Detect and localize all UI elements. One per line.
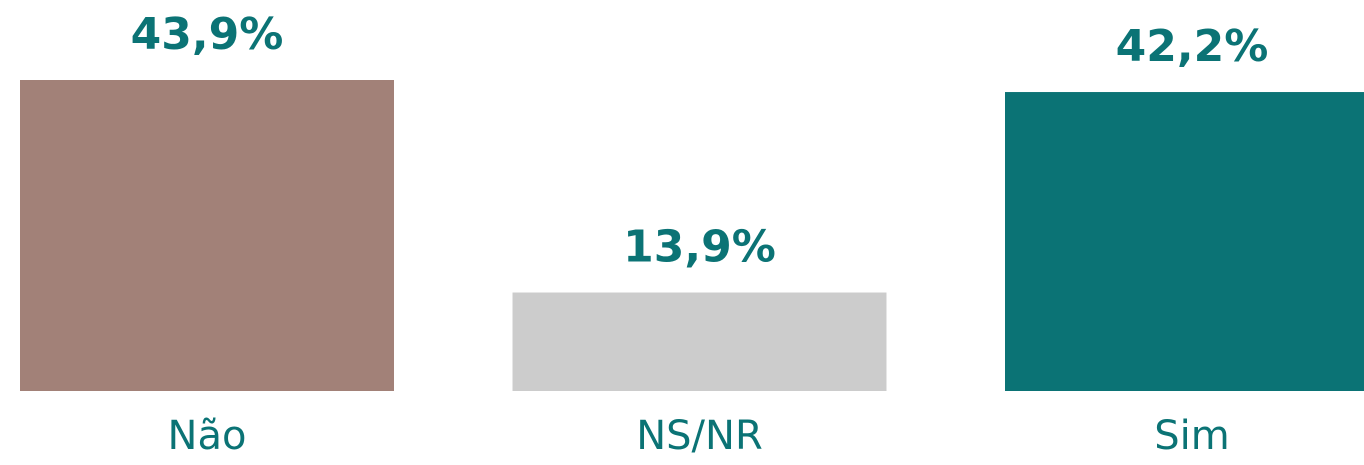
value-label: 42,2% bbox=[1116, 21, 1269, 72]
category-label: Sim bbox=[1154, 413, 1229, 459]
category-label: NS/NR bbox=[636, 413, 763, 459]
value-label: 13,9% bbox=[623, 222, 776, 273]
value-label: 43,9% bbox=[131, 9, 284, 60]
bar bbox=[512, 292, 887, 391]
bar bbox=[20, 80, 394, 391]
bar bbox=[1005, 92, 1364, 392]
category-label: Não bbox=[168, 413, 247, 459]
